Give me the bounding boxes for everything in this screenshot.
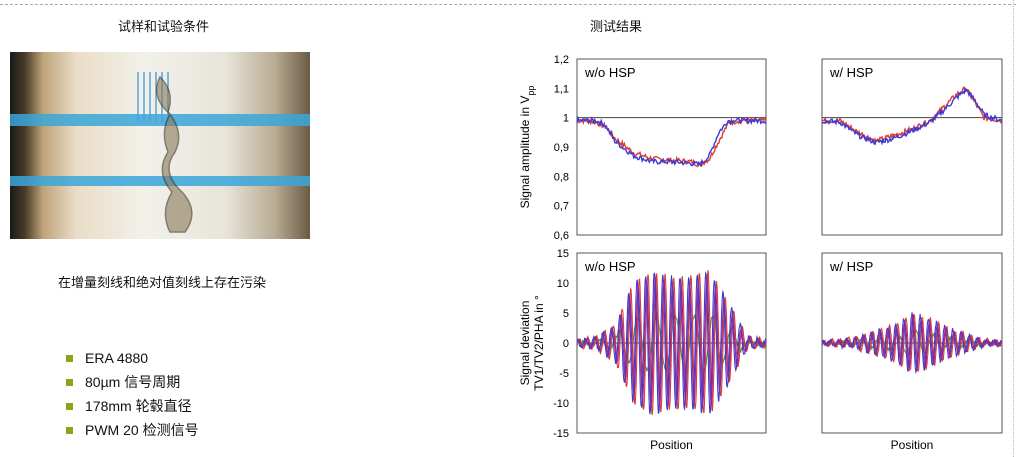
y-axis-label: Signal amplitude in Vpp [518, 86, 536, 209]
y-tick-label: 15 [557, 248, 569, 260]
panel-title: w/o HSP [584, 259, 636, 274]
panel-title: w/o HSP [584, 65, 636, 80]
panel-title: w/ HSP [829, 65, 873, 80]
test-result-charts: w/o HSP 0,6 0,7 0,8 0,9 1 1,1 1,2 Signal amplitu… [518, 54, 1003, 452]
y-axis-label: Signal deviation [518, 301, 532, 386]
y-tick-label: -10 [553, 398, 569, 410]
series-line [576, 271, 767, 415]
test-conditions-list: ERA 4880 80µm 信号周期 178mm 轮毂直径 PWM 20 检测信… [66, 346, 199, 442]
y-tick-label: 0,7 [554, 201, 569, 213]
y-tick-label: 0,6 [554, 230, 569, 242]
y-tick-label: 1 [563, 113, 569, 125]
right-section-title: 测试结果 [590, 20, 643, 35]
panel-title: w/ HSP [829, 259, 873, 274]
bullet-square-icon [66, 426, 73, 434]
plot-frame [821, 58, 1003, 236]
bullet-square-icon [66, 354, 73, 362]
series-line [821, 312, 1003, 375]
y-tick-label: 1,2 [554, 54, 569, 66]
list-item: ERA 4880 [66, 346, 199, 370]
y-tick-label: -5 [559, 368, 569, 380]
y-tick-label: 1,1 [554, 83, 569, 95]
y-axis-label-subscript: pp [526, 86, 536, 96]
right-edge-divider [1013, 0, 1014, 457]
y-tick-label: 0,9 [554, 142, 569, 154]
series-line [576, 278, 767, 408]
top-divider [0, 4, 1016, 5]
contaminated-scale-photo [10, 52, 310, 239]
left-section-title: 试样和试验条件 [118, 20, 210, 35]
x-axis-label: Position [650, 438, 693, 452]
plot-frame [576, 58, 767, 236]
photo-caption: 在增量刻线和绝对值刻线上存在污染 [58, 276, 267, 291]
list-item: 178mm 轮毂直径 [66, 394, 199, 418]
bullet-square-icon [66, 378, 73, 386]
series-line [821, 313, 1003, 369]
y-tick-label: -15 [553, 428, 569, 440]
y-tick-label: 0,8 [554, 171, 569, 183]
y-tick-label: 0 [563, 338, 569, 350]
y-tick-label: 5 [563, 308, 569, 320]
scale-photo-drawing [10, 72, 310, 233]
x-axis-label: Position [891, 438, 934, 452]
list-item: 80µm 信号周期 [66, 370, 199, 394]
y-tick-label: 10 [557, 278, 569, 290]
series-line [821, 86, 1003, 146]
series-line [576, 115, 767, 168]
list-item: PWM 20 检测信号 [66, 418, 199, 442]
bullet-square-icon [66, 402, 73, 410]
y-axis-label-line2: TV1/TV2/PHA in ° [532, 295, 546, 391]
